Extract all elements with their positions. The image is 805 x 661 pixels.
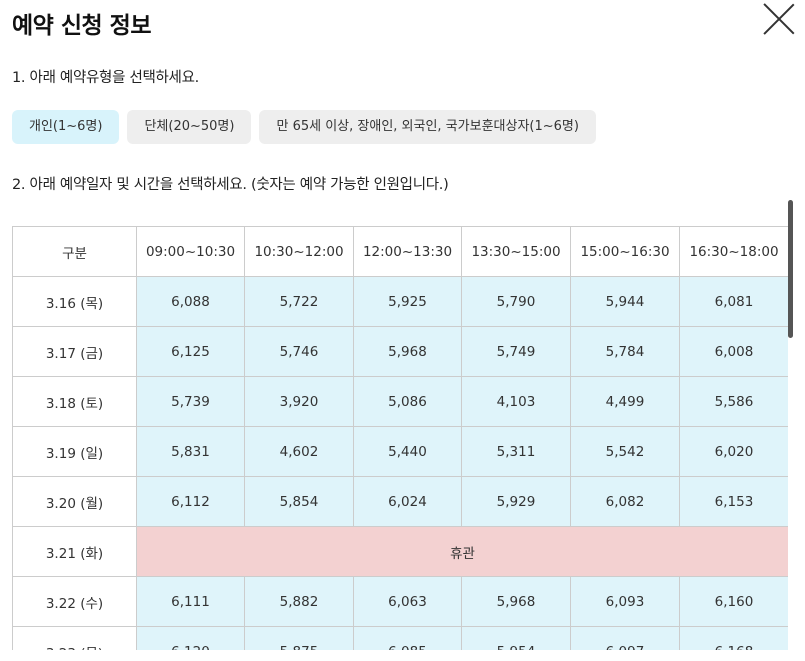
slot-cell[interactable]: 6,085 xyxy=(353,626,462,650)
row-date: 3.22 (수) xyxy=(12,576,137,627)
slot-cell[interactable]: 5,790 xyxy=(461,276,571,327)
header-slot: 09:00~10:30 xyxy=(136,226,245,277)
closed-cell: 휴관 xyxy=(136,526,788,577)
row-date: 3.21 (화) xyxy=(12,526,137,577)
slot-cell[interactable]: 5,831 xyxy=(136,426,245,477)
header-slot: 10:30~12:00 xyxy=(244,226,354,277)
slot-cell[interactable]: 4,499 xyxy=(570,376,680,427)
slot-cell[interactable]: 5,086 xyxy=(353,376,462,427)
row-date: 3.23 (목) xyxy=(12,626,137,650)
row-date: 3.17 (금) xyxy=(12,326,137,377)
slot-cell[interactable]: 6,088 xyxy=(136,276,245,327)
header-slot: 12:00~13:30 xyxy=(353,226,462,277)
slot-cell[interactable]: 6,111 xyxy=(136,576,245,627)
slot-cell[interactable]: 6,125 xyxy=(136,326,245,377)
header-slot: 13:30~15:00 xyxy=(461,226,571,277)
table-row: 3.23 (목) 6,120 5,875 6,085 5,954 6,097 6… xyxy=(12,626,788,650)
table-row: 3.18 (토) 5,739 3,920 5,086 4,103 4,499 5… xyxy=(12,376,788,427)
slot-cell[interactable]: 5,929 xyxy=(461,476,571,527)
reservation-type-group: 개인(1~6명) 단체(20~50명) 만 65세 이상, 장애인, 외국인, … xyxy=(12,110,596,144)
slot-cell[interactable]: 5,784 xyxy=(570,326,680,377)
slot-cell[interactable]: 5,925 xyxy=(353,276,462,327)
slot-cell[interactable]: 5,746 xyxy=(244,326,354,377)
slot-cell[interactable]: 5,440 xyxy=(353,426,462,477)
scrollbar-thumb[interactable] xyxy=(788,200,793,338)
header-category: 구분 xyxy=(12,226,137,277)
step1-instruction: 1. 아래 예약유형을 선택하세요. xyxy=(12,70,199,86)
slot-cell[interactable]: 4,103 xyxy=(461,376,571,427)
slot-cell[interactable]: 6,008 xyxy=(679,326,788,377)
slot-cell[interactable]: 6,020 xyxy=(679,426,788,477)
table-row: 3.16 (목) 6,088 5,722 5,925 5,790 5,944 6… xyxy=(12,276,788,327)
table-header-row: 구분 09:00~10:30 10:30~12:00 12:00~13:30 1… xyxy=(12,226,788,277)
type-button-group[interactable]: 단체(20~50명) xyxy=(127,110,252,144)
schedule-table: 구분 09:00~10:30 10:30~12:00 12:00~13:30 1… xyxy=(12,226,788,650)
slot-cell[interactable]: 5,944 xyxy=(570,276,680,327)
modal-title: 예약 신청 정보 xyxy=(12,13,151,39)
slot-cell[interactable]: 5,542 xyxy=(570,426,680,477)
slot-cell[interactable]: 3,920 xyxy=(244,376,354,427)
slot-cell[interactable]: 6,063 xyxy=(353,576,462,627)
row-date: 3.18 (토) xyxy=(12,376,137,427)
type-button-priority[interactable]: 만 65세 이상, 장애인, 외국인, 국가보훈대상자(1~6명) xyxy=(259,110,596,144)
slot-cell[interactable]: 5,311 xyxy=(461,426,571,477)
slot-cell[interactable]: 6,168 xyxy=(679,626,788,650)
table-row: 3.21 (화) 휴관 xyxy=(12,526,788,577)
type-button-individual[interactable]: 개인(1~6명) xyxy=(12,110,120,144)
table-row: 3.17 (금) 6,125 5,746 5,968 5,749 5,784 6… xyxy=(12,326,788,377)
row-date: 3.19 (일) xyxy=(12,426,137,477)
slot-cell[interactable]: 5,586 xyxy=(679,376,788,427)
step2-instruction: 2. 아래 예약일자 및 시간을 선택하세요. (숫자는 예약 가능한 인원입니… xyxy=(12,177,449,193)
slot-cell[interactable]: 5,739 xyxy=(136,376,245,427)
slot-cell[interactable]: 5,749 xyxy=(461,326,571,377)
slot-cell[interactable]: 5,854 xyxy=(244,476,354,527)
slot-cell[interactable]: 5,882 xyxy=(244,576,354,627)
row-date: 3.20 (월) xyxy=(12,476,137,527)
slot-cell[interactable]: 5,722 xyxy=(244,276,354,327)
slot-cell[interactable]: 5,954 xyxy=(461,626,571,650)
slot-cell[interactable]: 6,112 xyxy=(136,476,245,527)
slot-cell[interactable]: 6,097 xyxy=(570,626,680,650)
header-slot: 16:30~18:00 xyxy=(679,226,788,277)
slot-cell[interactable]: 6,153 xyxy=(679,476,788,527)
header-slot: 15:00~16:30 xyxy=(570,226,680,277)
slot-cell[interactable]: 5,968 xyxy=(353,326,462,377)
slot-cell[interactable]: 6,081 xyxy=(679,276,788,327)
close-icon[interactable] xyxy=(762,2,796,36)
slot-cell[interactable]: 6,093 xyxy=(570,576,680,627)
table-row: 3.22 (수) 6,111 5,882 6,063 5,968 6,093 6… xyxy=(12,576,788,627)
slot-cell[interactable]: 6,024 xyxy=(353,476,462,527)
slot-cell[interactable]: 5,875 xyxy=(244,626,354,650)
slot-cell[interactable]: 6,082 xyxy=(570,476,680,527)
row-date: 3.16 (목) xyxy=(12,276,137,327)
table-row: 3.19 (일) 5,831 4,602 5,440 5,311 5,542 6… xyxy=(12,426,788,477)
slot-cell[interactable]: 5,968 xyxy=(461,576,571,627)
table-row: 3.20 (월) 6,112 5,854 6,024 5,929 6,082 6… xyxy=(12,476,788,527)
slot-cell[interactable]: 6,160 xyxy=(679,576,788,627)
slot-cell[interactable]: 4,602 xyxy=(244,426,354,477)
slot-cell[interactable]: 6,120 xyxy=(136,626,245,650)
schedule-table-container: 구분 09:00~10:30 10:30~12:00 12:00~13:30 1… xyxy=(12,226,788,650)
